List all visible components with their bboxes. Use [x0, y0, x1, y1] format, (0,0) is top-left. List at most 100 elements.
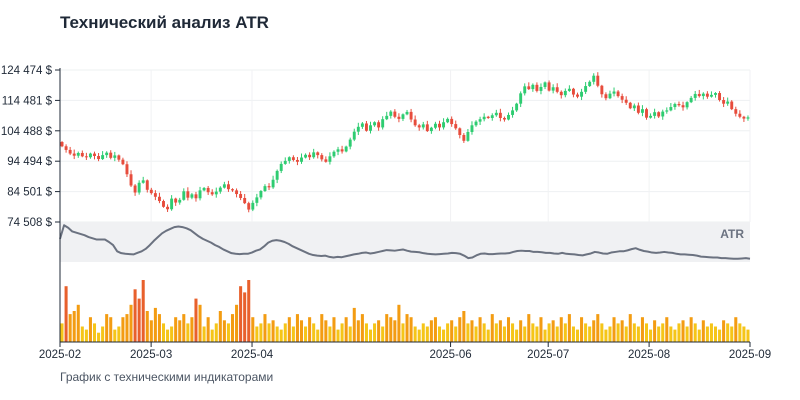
- volume-bar: [243, 292, 247, 342]
- candle-body: [239, 194, 243, 198]
- volume-bar: [320, 314, 324, 342]
- candle-body: [68, 149, 72, 154]
- volume-bar: [88, 317, 92, 342]
- candle-body: [454, 124, 458, 129]
- candle-body: [478, 119, 482, 122]
- volume-bar: [401, 323, 405, 342]
- volume-bar: [166, 329, 170, 342]
- candle-body: [531, 84, 535, 90]
- candles: [60, 72, 750, 213]
- candle-body: [373, 122, 377, 126]
- candle-body: [202, 187, 206, 191]
- volume-bar: [356, 320, 360, 342]
- candle-body: [267, 186, 271, 188]
- volume-bar: [312, 323, 316, 342]
- candle-body: [718, 93, 722, 101]
- chart-subtitle: График с техническими индикаторами: [60, 370, 273, 384]
- volume-bar: [592, 320, 596, 342]
- volume-bar: [76, 304, 80, 342]
- atr-band: [60, 222, 750, 262]
- candle-body: [592, 75, 596, 82]
- candle-body: [701, 93, 705, 97]
- candle-body: [413, 119, 417, 126]
- candle-body: [97, 156, 101, 160]
- volume-bar: [259, 323, 263, 342]
- candle-body: [738, 113, 742, 117]
- candle-body: [543, 82, 547, 87]
- candle-body: [377, 122, 381, 128]
- candle-body: [571, 88, 575, 95]
- candle-body: [332, 151, 336, 157]
- volume-bar: [588, 326, 592, 342]
- volume-bar: [531, 323, 535, 342]
- x-tick-label: 2025-08: [628, 349, 670, 361]
- candle-body: [328, 156, 332, 162]
- volume-bar: [494, 323, 498, 342]
- volume-bar: [393, 320, 397, 342]
- candle-body: [539, 86, 543, 91]
- candle-body: [551, 87, 555, 91]
- candle-body: [84, 156, 88, 158]
- volume-bar: [275, 326, 279, 342]
- candle-body: [401, 114, 405, 119]
- candle-body: [535, 84, 539, 91]
- volume-bar: [511, 323, 515, 342]
- volume-bar: [437, 326, 442, 342]
- candle-body: [714, 93, 717, 95]
- volume-bar: [604, 329, 608, 342]
- volume-bar: [433, 317, 437, 342]
- candle-body: [547, 82, 551, 91]
- candle-body: [182, 191, 186, 200]
- volume-bar: [685, 326, 689, 342]
- candle-body: [563, 90, 567, 96]
- candle-body: [88, 153, 92, 158]
- y-tick-label: 74 508 $: [7, 217, 52, 229]
- candle-body: [360, 123, 364, 127]
- volume-bar: [458, 317, 462, 342]
- volume-bar: [202, 326, 206, 342]
- volume-bar: [145, 311, 149, 342]
- candle-body: [231, 189, 234, 191]
- candle-body: [243, 197, 247, 204]
- candle-body: [649, 115, 653, 118]
- volume-bar: [230, 314, 235, 342]
- volume-bar: [649, 329, 653, 342]
- y-tick-label: 84 501 $: [7, 187, 52, 199]
- candle-body: [559, 91, 563, 96]
- volume-bar: [450, 320, 454, 342]
- candle-body: [685, 102, 689, 108]
- candle-body: [657, 112, 661, 117]
- volume-bar: [235, 304, 239, 342]
- volume-bar: [60, 323, 64, 342]
- candle-body: [746, 117, 750, 119]
- volume-bar: [539, 317, 543, 342]
- volume-bar: [105, 314, 109, 342]
- candle-body: [462, 135, 466, 141]
- candle-body: [259, 190, 263, 198]
- volume-bar: [218, 311, 222, 342]
- volume-bar: [80, 326, 84, 342]
- volume-bar: [734, 317, 738, 342]
- grid: [59, 69, 751, 223]
- candle-body: [470, 125, 474, 132]
- candle-body: [555, 87, 559, 92]
- volume-bar: [113, 329, 117, 342]
- volume-bar: [291, 326, 295, 342]
- volume-bar: [730, 326, 734, 342]
- volume-bar: [125, 314, 129, 342]
- volume-bar: [409, 317, 413, 342]
- candle-body: [385, 115, 389, 120]
- volume-bar: [324, 320, 328, 342]
- candle-body: [608, 93, 612, 99]
- atr-panel: ATR: [60, 222, 750, 262]
- candle-body: [80, 152, 84, 157]
- volume-bar: [600, 323, 604, 342]
- volume-bar: [340, 323, 344, 342]
- volume-bar: [523, 326, 527, 342]
- volume-bar: [429, 320, 433, 342]
- volume-bar: [571, 326, 575, 342]
- volume-bar: [584, 323, 588, 342]
- candle-body: [304, 154, 308, 158]
- candle-body: [677, 103, 681, 106]
